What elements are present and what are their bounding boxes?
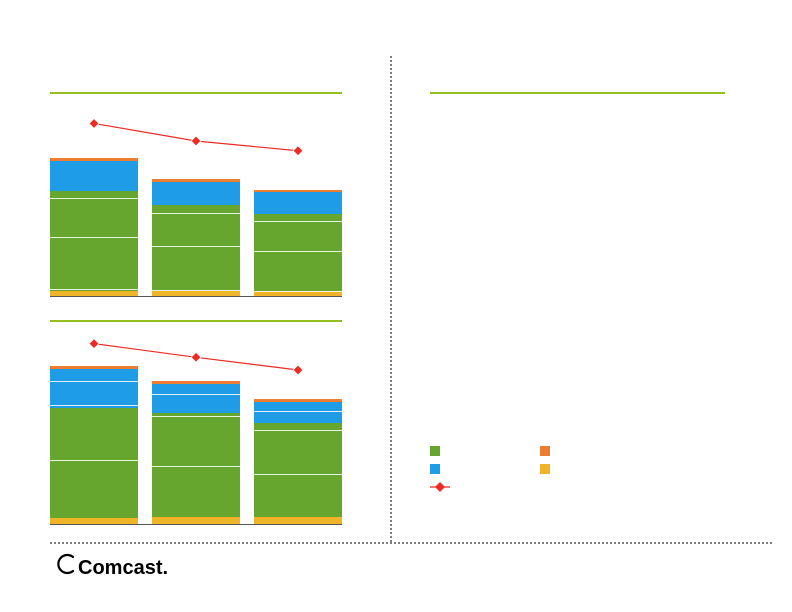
gridline: [152, 394, 240, 395]
bar-segment-blue: [254, 192, 342, 214]
gridline: [152, 246, 240, 247]
comcast-logo: Comcast.: [56, 552, 168, 580]
gridline: [50, 381, 138, 382]
gridline: [152, 416, 240, 417]
gridline: [50, 237, 138, 238]
chart-top: [50, 102, 342, 297]
bar-segment-green: [152, 205, 240, 291]
legend-line-icon: [430, 482, 450, 492]
gridline: [50, 460, 138, 461]
gridline: [50, 405, 138, 406]
comcast-arc-icon: [56, 553, 78, 575]
bar-segment-blue: [152, 182, 240, 205]
gridline: [152, 290, 240, 291]
gridline: [152, 213, 240, 214]
bar: [152, 102, 240, 297]
divider-mid-left: [50, 320, 342, 322]
bar-segment-green: [50, 408, 138, 518]
bar-segment-orange: [152, 179, 240, 182]
bar: [254, 102, 342, 297]
bar-segment-green: [254, 214, 342, 291]
bar-segment-orange: [152, 381, 240, 384]
bar-segment-green: [254, 423, 342, 518]
page-root: Comcast.: [0, 0, 792, 612]
bar: [152, 330, 240, 525]
divider-top-left: [50, 92, 342, 94]
bar-segment-blue: [152, 384, 240, 413]
bar: [254, 330, 342, 525]
chart-bottom: [50, 330, 342, 525]
gridline: [50, 289, 138, 290]
legend-swatch: [430, 464, 440, 474]
gridline: [152, 466, 240, 467]
legend-item: [430, 464, 446, 474]
bar-segment-blue: [254, 402, 342, 422]
bar-segment-orange: [254, 190, 342, 192]
gridline: [254, 430, 342, 431]
gridline: [254, 411, 342, 412]
gridline: [254, 251, 342, 252]
divider-top-right: [430, 92, 725, 94]
legend-item: [430, 446, 446, 456]
bar: [50, 102, 138, 297]
chart-baseline: [50, 296, 342, 297]
comcast-wordmark: Comcast.: [78, 557, 168, 579]
bar-segment-blue: [50, 161, 138, 190]
chart-baseline: [50, 524, 342, 525]
gridline: [50, 198, 138, 199]
legend-swatch: [430, 446, 440, 456]
legend-item: [540, 446, 556, 456]
bar-segment-orange: [254, 399, 342, 402]
bar-segment-orange: [50, 158, 138, 162]
gridline: [254, 291, 342, 292]
bar-segment-green: [152, 413, 240, 517]
legend-item: [540, 464, 556, 474]
gridline: [254, 474, 342, 475]
dotted-horizontal: [50, 542, 772, 544]
bar-segment-green: [50, 191, 138, 291]
legend-item: [430, 482, 450, 492]
bar-segment-blue: [50, 369, 138, 408]
gridline: [254, 221, 342, 222]
bar-segment-orange: [50, 366, 138, 369]
legend-swatch: [540, 446, 550, 456]
legend-swatch: [540, 464, 550, 474]
bar: [50, 330, 138, 525]
dotted-vertical: [390, 56, 392, 542]
